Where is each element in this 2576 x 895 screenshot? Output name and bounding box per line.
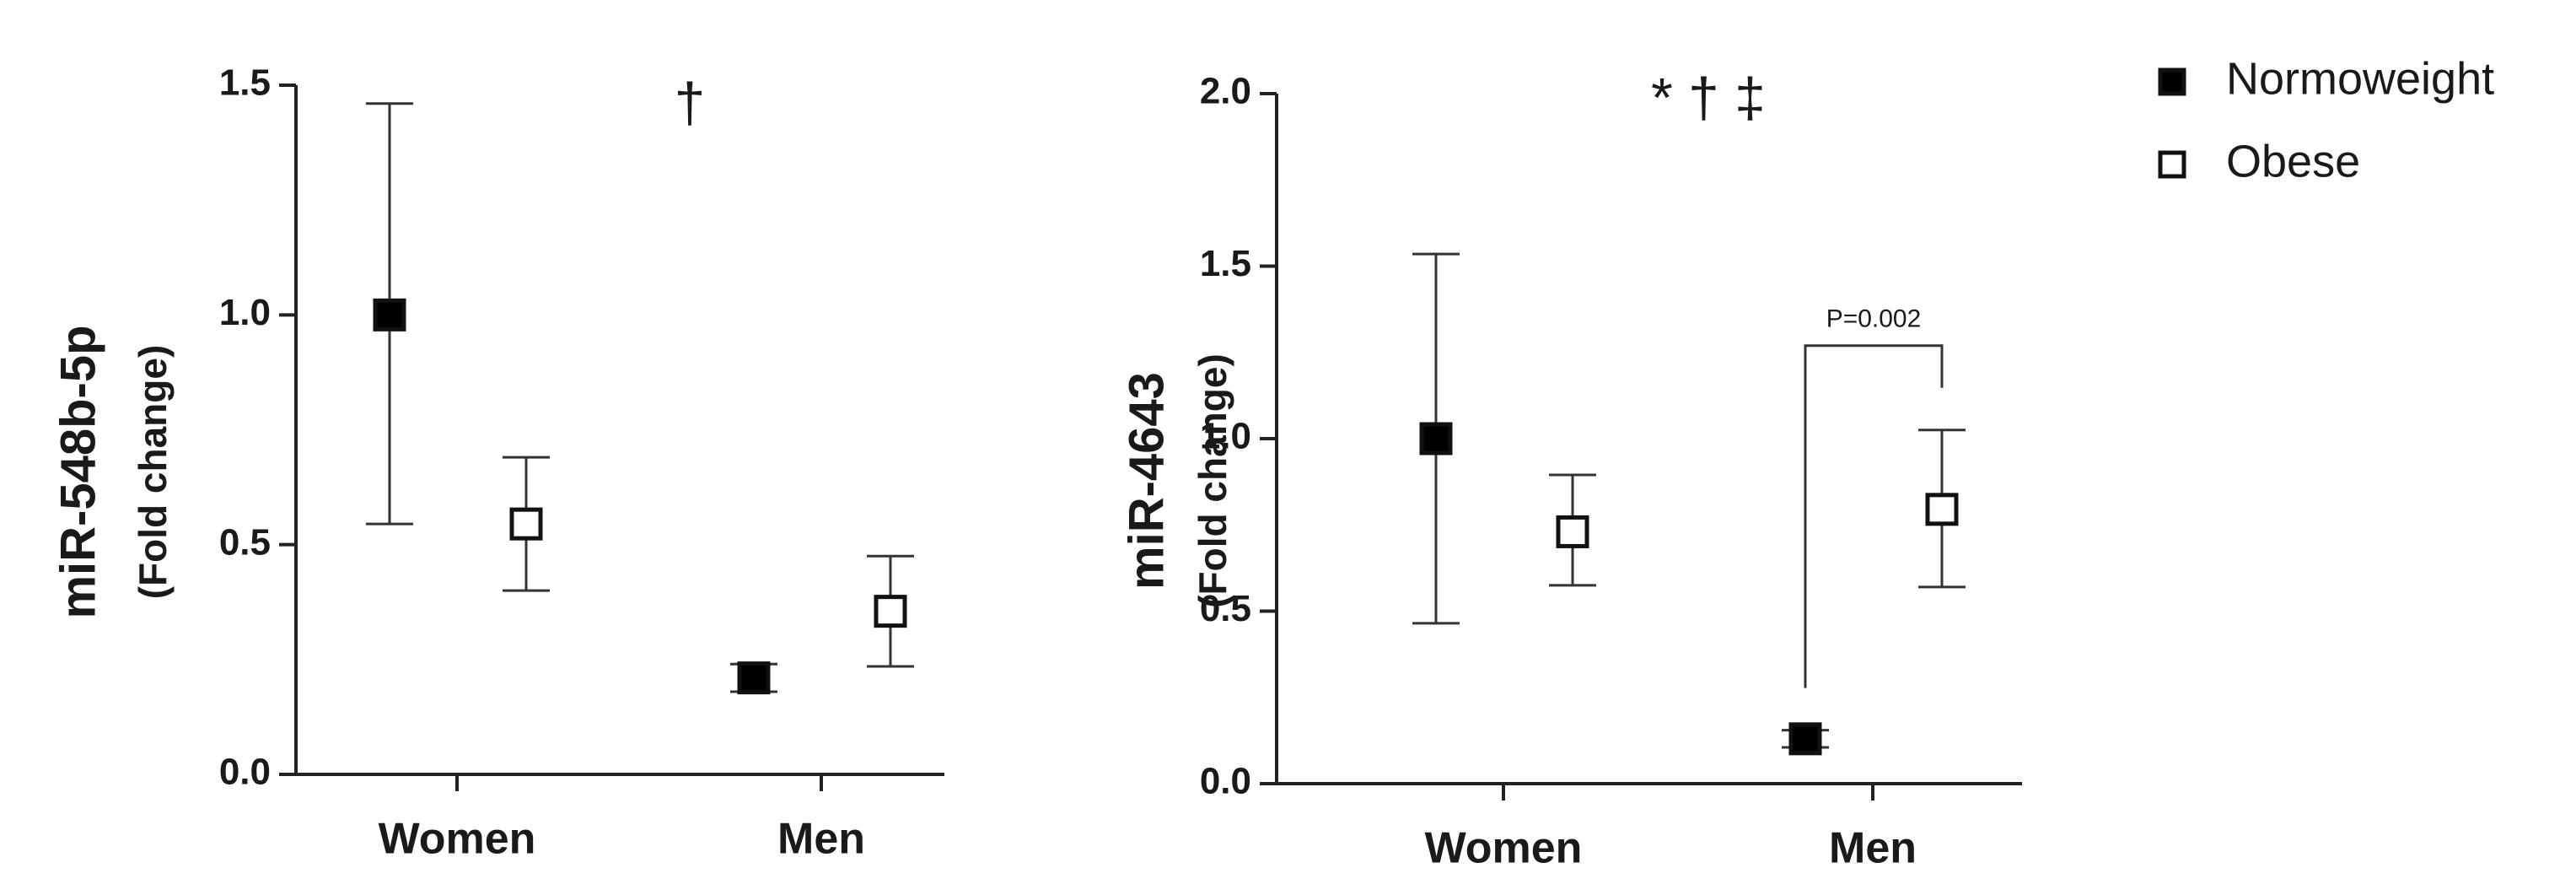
legend-label: Obese	[2226, 136, 2360, 186]
y-tick-label: 1.5	[219, 62, 271, 104]
p-value: P=0.002	[1826, 305, 1922, 333]
marker	[737, 661, 771, 695]
y-tick-label: 0.5	[219, 521, 271, 563]
y-tick-label: 0.0	[1200, 761, 1251, 802]
y-axis-label: miR-4643	[1119, 372, 1174, 590]
legend-label: Normoweight	[2226, 53, 2494, 104]
y-axis-sublabel: (Fold change)	[131, 345, 175, 600]
marker	[1788, 722, 1822, 756]
y-tick-label: 0.5	[1200, 588, 1251, 629]
x-tick-label: Women	[379, 815, 536, 864]
marker	[874, 595, 907, 628]
annotation: †	[675, 71, 706, 133]
y-tick-label: 1.5	[1200, 243, 1251, 284]
y-tick-label: 2.0	[1200, 71, 1251, 112]
x-tick-label: Men	[777, 815, 865, 864]
significance-bracket	[1804, 344, 1944, 688]
y-axis-label: miR-548b-5p	[51, 325, 105, 618]
marker	[373, 298, 406, 332]
marker	[1419, 422, 1453, 456]
chart: 0.0 0.5 1.0 1.5 miR-548b-5p (Fold change) † Wom…	[51, 62, 944, 864]
annotation: * † ‡	[1651, 66, 1766, 128]
y-tick-label: 0.0	[219, 752, 271, 793]
marker	[1556, 515, 1589, 548]
x-tick-label: Men	[1829, 824, 1917, 873]
legend-marker	[2158, 67, 2186, 96]
marker	[1925, 493, 1959, 526]
y-tick-label: 1.0	[219, 292, 271, 333]
marker	[509, 507, 543, 541]
chart: 0.0 0.5 1.0 1.5 2.0 miR-4643 (Fold change) * † …	[1119, 66, 2022, 873]
x-tick-label: Women	[1425, 824, 1583, 873]
y-axis-sublabel: (Fold change)	[1191, 353, 1234, 608]
legend-marker	[2158, 150, 2186, 179]
y-tick-label: 1.0	[1200, 416, 1251, 457]
